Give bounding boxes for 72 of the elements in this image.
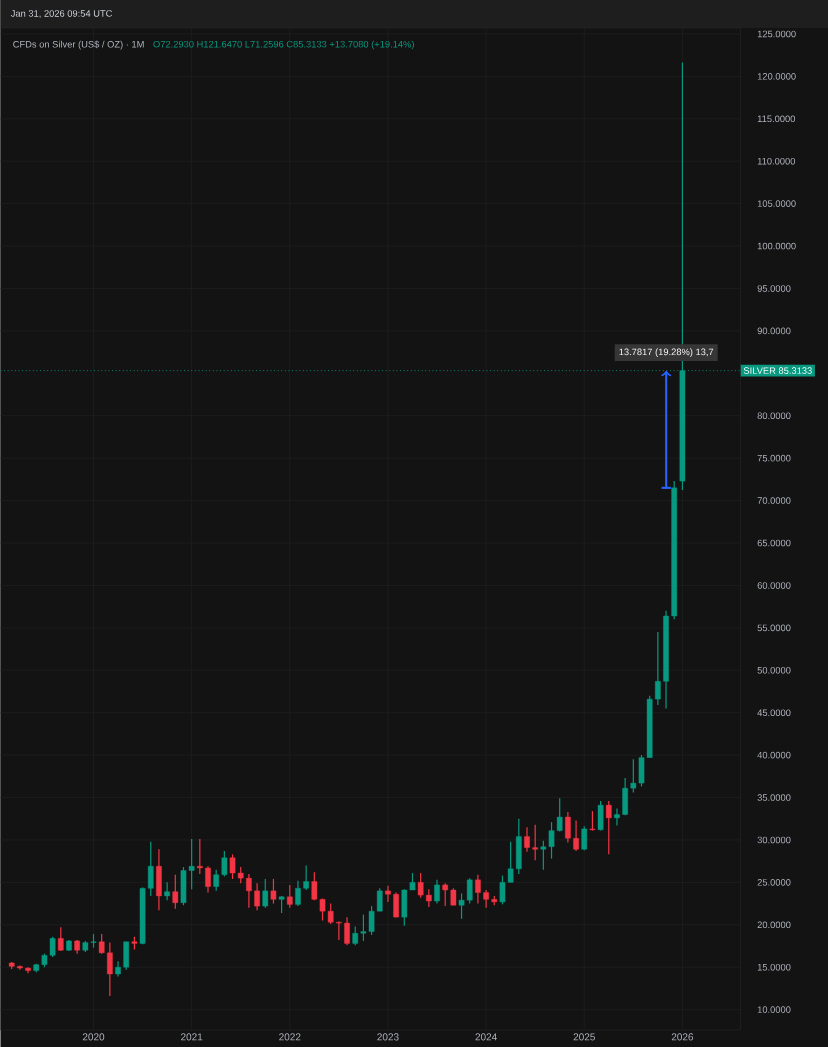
- candlestick: [523, 826, 530, 853]
- candlestick: [433, 879, 440, 905]
- candlestick: [474, 874, 481, 905]
- candlestick: [164, 881, 170, 901]
- y-tick-label: 70.0000: [757, 497, 791, 504]
- y-tick-label: 115.0000: [757, 115, 795, 123]
- candlestick: [613, 807, 620, 827]
- y-tick-label: 80.0000: [757, 412, 791, 420]
- candlestick: [245, 873, 252, 909]
- candlestick: [605, 800, 612, 855]
- y-tick-label: 65.0000: [757, 539, 791, 547]
- candlestick: [254, 882, 260, 911]
- y-tick-label: 30.0000: [757, 836, 791, 844]
- x-tick-label: 2024: [475, 1033, 497, 1041]
- x-tick-label: 2023: [377, 1033, 399, 1041]
- y-tick-label: 120.0000: [757, 73, 796, 80]
- candlestick: [540, 840, 546, 871]
- candlestick: [589, 810, 596, 832]
- y-tick-label: 95.0000: [757, 285, 791, 292]
- candlestick: [630, 758, 636, 794]
- candlestick: [303, 864, 309, 891]
- x-tick-label: 2020: [82, 1033, 105, 1041]
- y-tick-label: 125.0000: [757, 30, 796, 38]
- y-tick-label: 105.0000: [757, 200, 796, 207]
- candlestick: [262, 878, 268, 909]
- y-tick-label: 60.0000: [757, 582, 791, 589]
- candlestick: [106, 942, 113, 997]
- x-tick-label: 2025: [573, 1033, 595, 1041]
- candlestick: [270, 878, 277, 905]
- text: Jan 31, 2026 09:54 UTC: [10, 10, 112, 18]
- candlestick: [573, 819, 579, 852]
- y-tick-label: 15.0000: [757, 963, 791, 971]
- candlestick: [344, 916, 350, 946]
- x-tick-label: 2021: [180, 1033, 203, 1041]
- candlestick: [417, 872, 424, 899]
- candlestick: [335, 920, 342, 941]
- annotation: 13.7817 (19.28%) 13,7: [619, 348, 713, 358]
- text: CFDs on Silver (US$ / OZ) · 1M: [13, 40, 144, 50]
- candlestick: [172, 874, 178, 910]
- candlestick: [98, 933, 105, 955]
- y-tick-label: 75.0000: [757, 454, 791, 462]
- candlestick: [221, 850, 227, 878]
- x-tick-label: 2022: [278, 1033, 301, 1041]
- candlestick: [294, 880, 301, 907]
- candlestick: [204, 865, 211, 894]
- candlestick: [286, 884, 293, 909]
- candlestick: [352, 925, 358, 946]
- y-tick-label: 10.0000: [757, 1006, 791, 1013]
- x-tick-label: 2026: [671, 1033, 693, 1041]
- candlestick: [311, 871, 317, 901]
- candlestick: [384, 885, 391, 903]
- y-tick-label: 55.0000: [757, 624, 791, 632]
- candlestick: [196, 838, 203, 875]
- y-tick-label: 40.0000: [757, 751, 791, 759]
- y-tick-label: 45.0000: [757, 709, 791, 716]
- candlestick: [532, 824, 538, 861]
- annotation: O72.2930 H121.6470 L71.2596 C85.3133 +13.7080 (+19.14%): [153, 40, 414, 50]
- y-tick-label: 100.0000: [757, 242, 796, 250]
- candlestick: [213, 869, 219, 892]
- candlestick: [483, 889, 489, 909]
- candlestick: [564, 811, 571, 844]
- y-tick-label: 50.0000: [757, 666, 791, 674]
- y-tick-label: 110.0000: [757, 157, 795, 165]
- ref-line-label: SILVER 85.3133: [743, 367, 812, 374]
- y-tick-label: 20.0000: [757, 921, 791, 929]
- candlestick: [654, 631, 661, 706]
- candlestick: [376, 887, 383, 912]
- y-tick-label: 90.0000: [757, 327, 791, 335]
- candlestick: [442, 882, 448, 907]
- y-tick-label: 35.0000: [757, 794, 791, 801]
- candlestick: [393, 891, 399, 918]
- y-tick-label: 25.0000: [757, 879, 791, 886]
